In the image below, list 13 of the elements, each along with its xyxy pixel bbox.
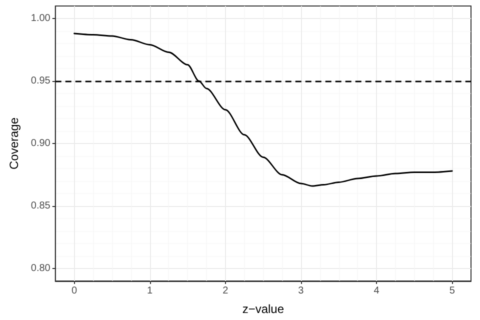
y-tick-label: 0.80 <box>30 263 51 274</box>
y-tick-label: 0.85 <box>30 200 51 212</box>
x-tick-label: 5 <box>449 286 456 296</box>
x-axis-title: z−value <box>242 302 284 316</box>
x-tick-label: 3 <box>298 286 304 296</box>
x-tick-label: 0 <box>71 286 78 296</box>
x-tick-label: 2 <box>222 286 229 296</box>
y-tick-label: 0.90 <box>30 138 51 149</box>
x-tick-label: 4 <box>374 286 380 296</box>
y-tick-label: 0.95 <box>30 76 51 86</box>
y-axis-title: Coverage <box>7 117 21 170</box>
x-tick-label: 1 <box>147 286 154 296</box>
y-tick-label: 1.00 <box>30 13 51 24</box>
